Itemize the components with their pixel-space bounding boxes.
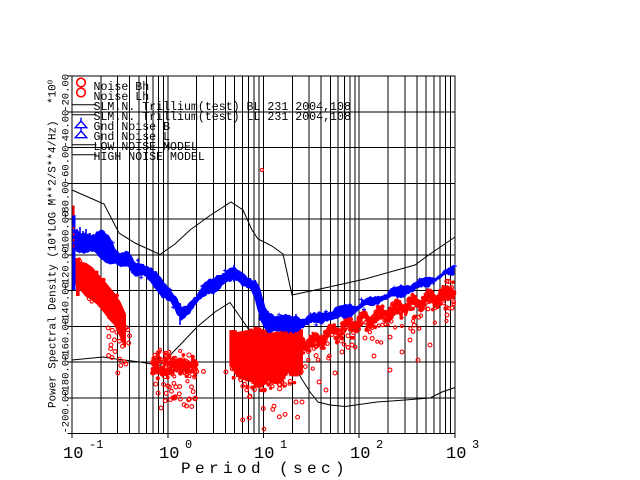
svg-text:-120.00: -120.00 xyxy=(61,246,73,290)
svg-text:LOW NOISE MODEL: LOW NOISE MODEL xyxy=(94,141,198,154)
svg-text:10: 10 xyxy=(63,445,83,464)
svg-text:-40.00: -40.00 xyxy=(61,110,73,148)
svg-text:SLM.N. Trillium(test) LL 231 2: SLM.N. Trillium(test) LL 231 2004,108 xyxy=(94,111,351,124)
svg-text:3: 3 xyxy=(472,438,479,452)
svg-text:-140.00: -140.00 xyxy=(61,282,73,326)
svg-text:-60.00: -60.00 xyxy=(61,145,73,183)
svg-text:10: 10 xyxy=(446,445,466,464)
svg-text:-80.00: -80.00 xyxy=(61,181,73,219)
svg-text:HIGH NOISE MODEL: HIGH NOISE MODEL xyxy=(94,151,205,164)
svg-text:-200.00: -200.00 xyxy=(61,389,73,433)
svg-text:SLM.N. Trillium(test) BL 231 2: SLM.N. Trillium(test) BL 231 2004,108 xyxy=(94,101,351,114)
svg-text:0: 0 xyxy=(185,438,192,452)
svg-text:10: 10 xyxy=(350,445,370,464)
svg-text:Noise Lh: Noise Lh xyxy=(94,91,150,104)
svg-text:-160.00: -160.00 xyxy=(61,318,73,362)
svg-text:2: 2 xyxy=(376,438,383,452)
svg-text:-1: -1 xyxy=(89,438,103,452)
svg-text:10: 10 xyxy=(159,445,179,464)
svg-text:-100.00: -100.00 xyxy=(61,211,73,255)
svg-text:1: 1 xyxy=(280,438,287,452)
svg-text:10: 10 xyxy=(254,445,274,464)
svg-text:Gnd Noise B: Gnd Noise B xyxy=(94,121,171,134)
svg-text:-20.00: -20.00 xyxy=(61,74,73,112)
svg-text:Gnd Noise L: Gnd Noise L xyxy=(94,131,171,144)
svg-text:Noise Bh: Noise Bh xyxy=(94,81,150,94)
svg-text:Power Spectral Density (10*LOG: Power Spectral Density (10*LOG M**2/S**4… xyxy=(48,79,60,408)
svg-text:-180.00: -180.00 xyxy=(61,354,73,398)
svg-text:Period (sec): Period (sec) xyxy=(181,460,349,478)
